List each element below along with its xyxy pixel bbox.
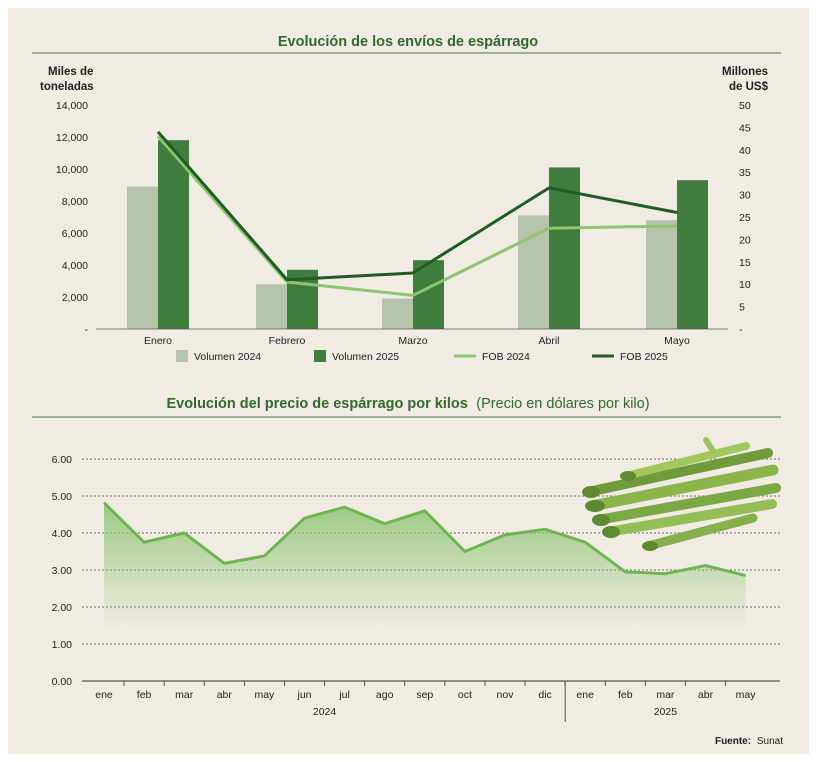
bar-volumen-2025 [413,260,444,329]
top-chart-title: Evolución de los envíos de espárrago [278,34,538,50]
bottom-title-bold: Evolución del precio de espárrago por ki… [166,396,467,412]
price-tick-label: 6.00 [52,454,73,466]
bottom-area [102,501,746,630]
month-label: mar [656,689,675,701]
month-label: oct [458,689,472,701]
bottom-title-light: (Precio en dólares por kilo) [476,396,649,412]
left-tick-label: 4,000 [62,260,88,272]
right-tick-label: 20 [739,234,751,246]
left-tick-label: 14,000 [56,100,88,112]
right-tick-label: 45 [739,122,751,134]
right-tick-label: 10 [739,279,751,291]
month-label: abr [217,689,233,701]
month-label: jul [338,689,350,701]
year-label-2024: 2024 [313,706,337,718]
month-label: ene [576,689,594,701]
legend-label: Volumen 2024 [194,351,261,363]
line-fob-2024 [156,135,678,297]
left-unit-label-line2: toneladas [40,81,94,93]
month-label: may [254,689,275,701]
legend-swatch [176,350,188,362]
legend-label: FOB 2024 [482,351,530,363]
line-fob-2025 [156,130,678,282]
top-left-axis: 14,000 12,000 10,000 8,000 6,000 4,000 2,000 - [56,100,89,336]
charts-canvas: Evolución de los envíos de espárrago Mil… [32,34,783,747]
left-tick-label: 12,000 [56,132,88,144]
month-label: ago [376,689,394,701]
price-tick-label: 0.00 [52,676,73,688]
right-tick-label: 50 [739,100,751,112]
top-bars [127,140,708,329]
price-tick-label: 5.00 [52,491,73,503]
left-unit-label-line1: Miles de [48,66,93,78]
left-tick-label: 10,000 [56,164,88,176]
top-legend: Volumen 2024 Volumen 2025 FOB 2024 FOB 2025 [176,350,668,363]
legend-label: FOB 2025 [620,351,668,363]
source-value: Sunat [757,736,783,747]
price-tick-label: 4.00 [52,528,73,540]
month-label: abr [698,689,714,701]
bottom-month-labels: ene feb mar abr may jun jul ago sep oct nov dic ene f… [95,681,756,701]
right-tick-label: 30 [739,190,751,202]
bar-volumen-2025 [158,140,189,329]
left-tick-label: - [85,324,89,336]
month-label: nov [497,689,515,701]
category-label: Mayo [664,335,690,347]
right-unit-label-line2: de US$ [729,81,769,93]
year-label-2025: 2025 [654,706,678,718]
source-label: Fuente: [715,736,751,747]
source-note: Fuente: Sunat [715,736,783,747]
price-line [102,501,746,578]
category-label: Febrero [269,335,306,347]
asparagus-illustration [582,437,781,551]
month-label: dic [538,689,551,701]
price-tick-label: 2.00 [52,602,73,614]
right-tick-label: 40 [739,145,751,157]
right-tick-label: 35 [739,167,751,179]
month-label: ene [95,689,113,701]
price-tick-label: 1.00 [52,639,73,651]
right-tick-label: - [739,324,743,336]
month-label: feb [137,689,152,701]
infographic-panel: Evolución de los envíos de espárrago Mil… [8,8,809,754]
month-label: may [736,689,757,701]
category-label: Marzo [398,335,427,347]
price-area-fill [104,502,746,630]
month-label: feb [618,689,633,701]
legend-label: Volumen 2025 [332,351,399,363]
month-label: jun [296,689,311,701]
category-label: Enero [144,335,172,347]
category-label: Abril [538,335,559,347]
top-category-labels: Enero Febrero Marzo Abril Mayo [144,335,690,347]
right-tick-label: 5 [739,302,745,314]
bar-volumen-2024 [518,215,549,329]
month-label: sep [416,689,433,701]
top-lines [156,130,678,297]
bar-volumen-2025 [677,180,708,329]
bottom-chart-title: Evolución del precio de espárrago por ki… [166,395,649,412]
month-label: mar [175,689,194,701]
left-tick-label: 2,000 [62,292,88,304]
bottom-year-labels: 2024 2025 [313,681,677,722]
bar-volumen-2024 [382,298,413,329]
right-unit-label-line1: Millones [722,66,768,78]
bar-volumen-2024 [646,220,677,329]
top-right-axis: 50 45 40 35 30 25 20 15 10 5 - [739,100,751,336]
left-tick-label: 6,000 [62,228,88,240]
bar-volumen-2024 [127,186,158,329]
left-tick-label: 8,000 [62,196,88,208]
right-tick-label: 25 [739,212,751,224]
legend-swatch [314,350,326,362]
bar-volumen-2024 [256,284,287,329]
price-tick-label: 3.00 [52,565,73,577]
right-tick-label: 15 [739,257,751,269]
